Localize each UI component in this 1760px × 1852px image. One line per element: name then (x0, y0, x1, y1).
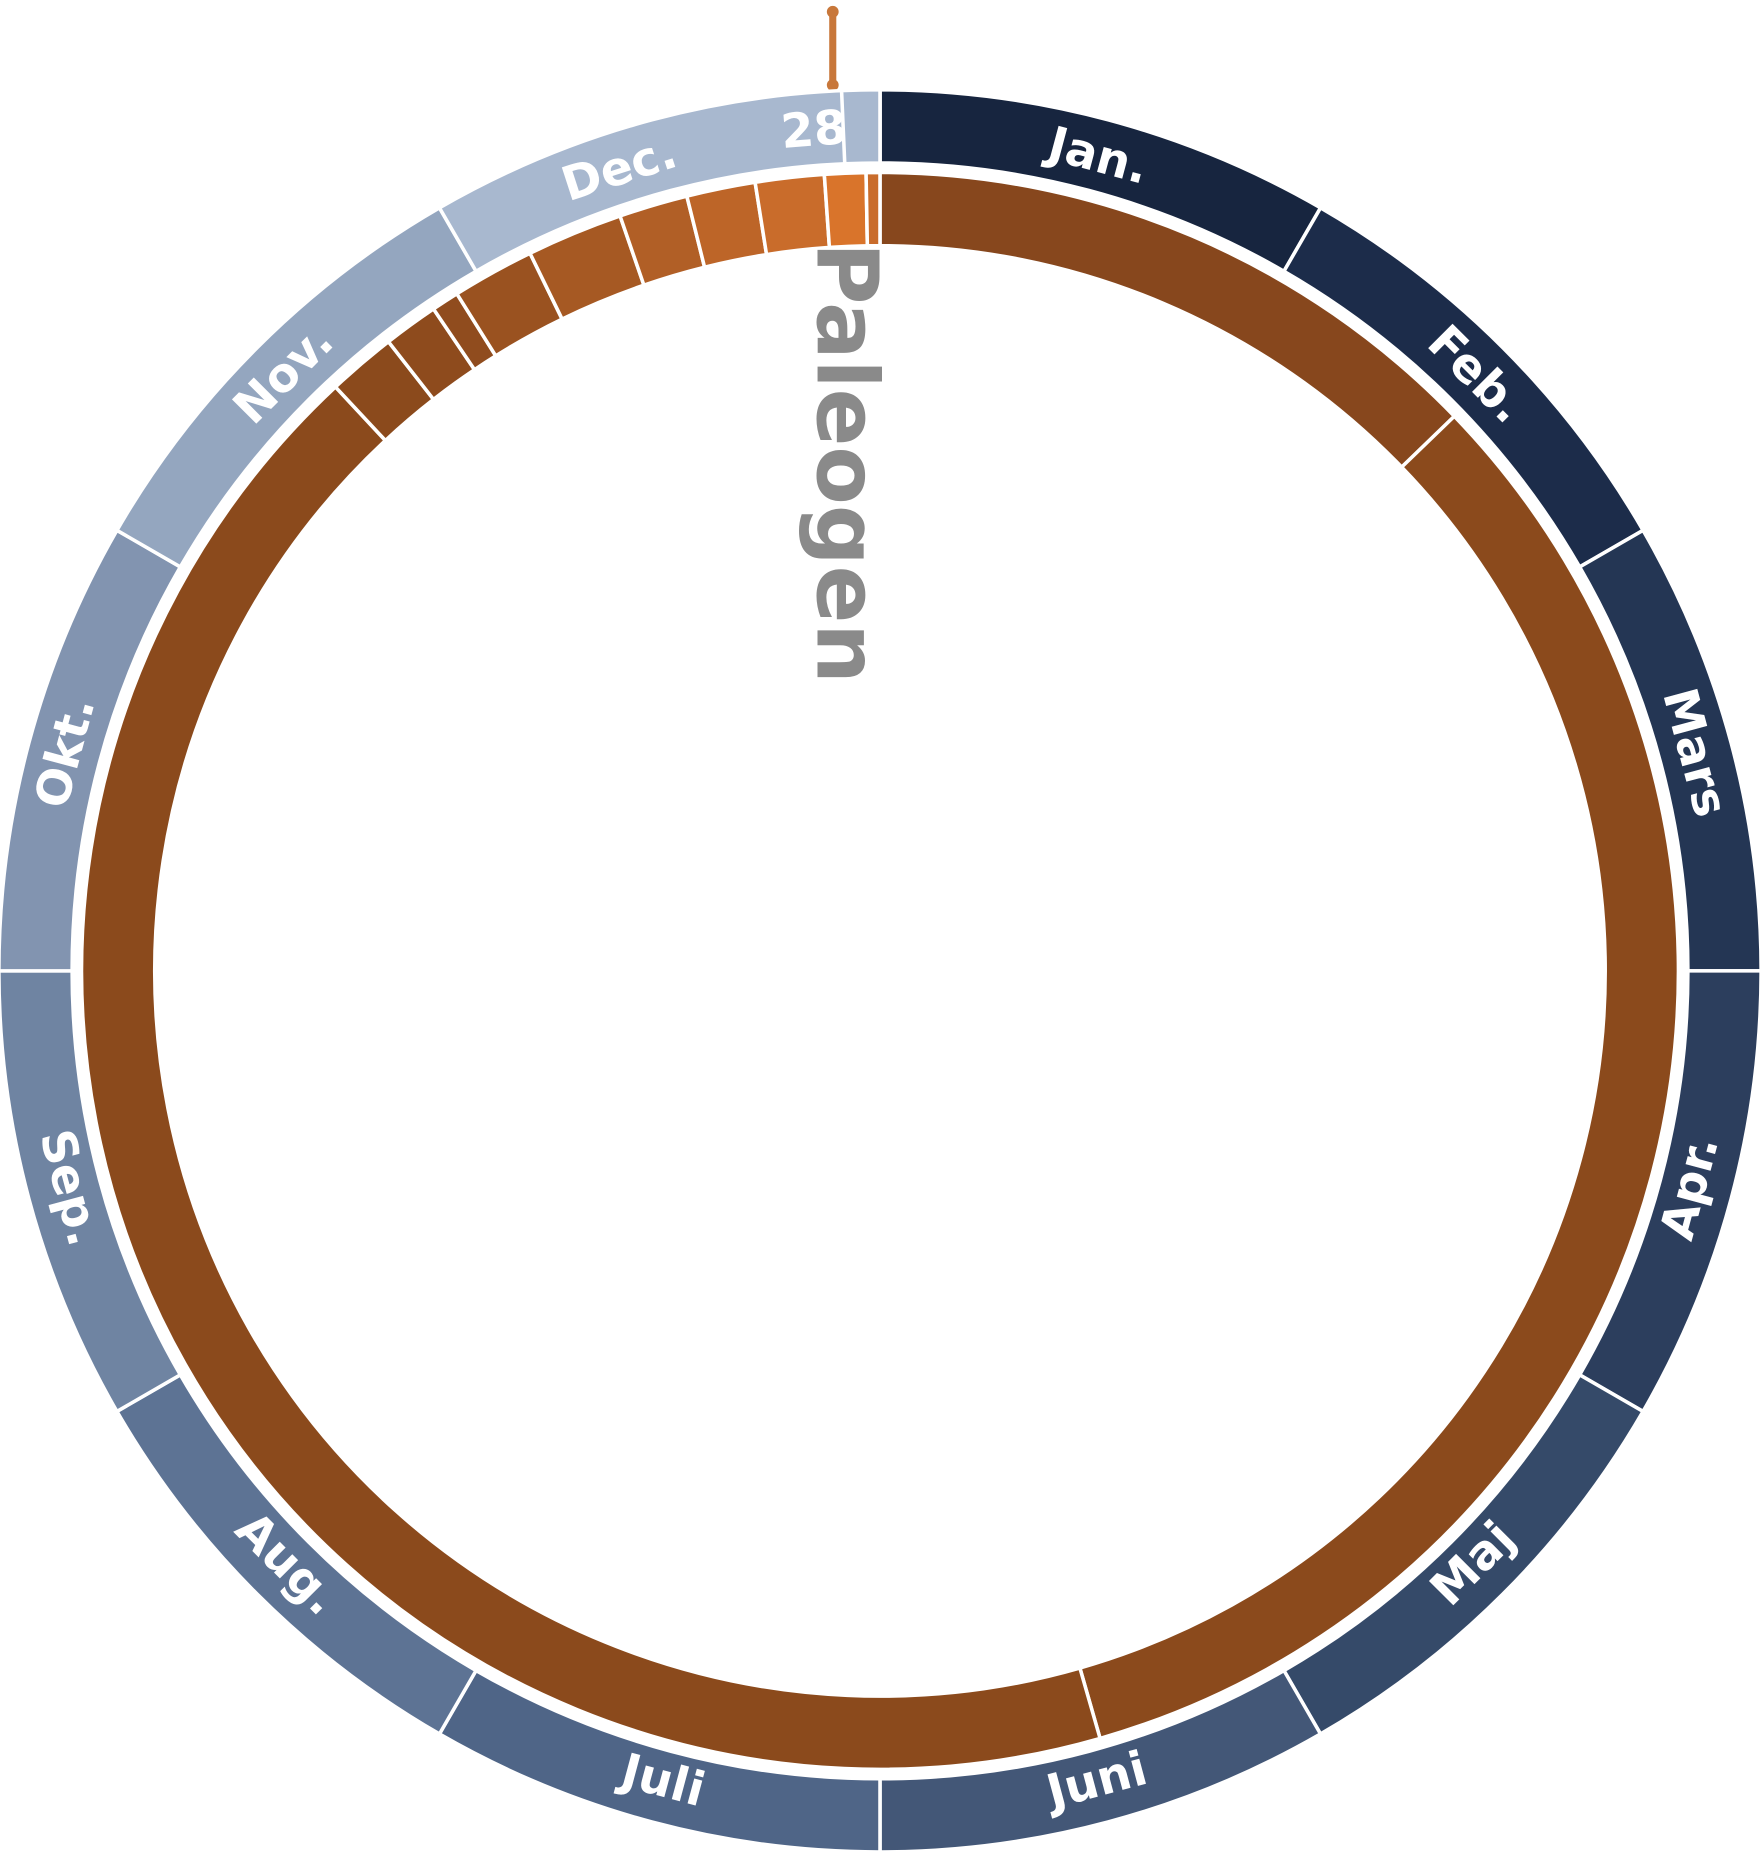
period-segment (864, 170, 882, 248)
rings (0, 87, 1760, 1852)
period-label: Paleogen (797, 242, 896, 684)
period-segment (822, 170, 870, 250)
period-segment (1077, 413, 1681, 1741)
pin-foot (826, 79, 839, 91)
pin-head (826, 5, 839, 18)
day-box (839, 87, 882, 166)
period-segment (79, 384, 1103, 1772)
day-label: 28 (779, 100, 849, 160)
